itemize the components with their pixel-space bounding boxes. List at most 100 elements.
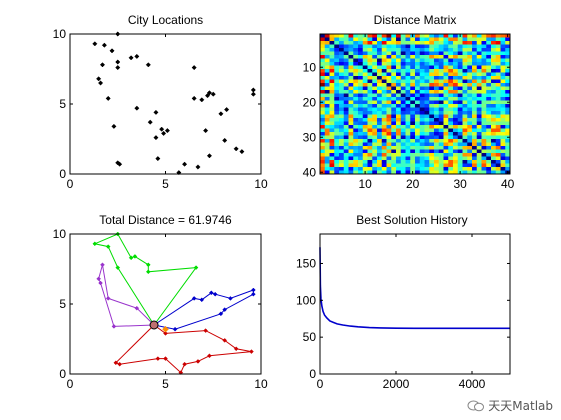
route-stop-point [233,346,239,352]
heatmap-cell [462,104,468,108]
heatmap-cell [457,37,463,42]
heatmap-cell [353,153,359,157]
heatmap-cell [448,104,454,108]
heatmap-cell [353,97,359,101]
heatmap-cell [434,62,440,66]
heatmap-cell [348,139,354,143]
heatmap-cell [467,100,473,105]
heatmap-cell [339,142,345,147]
heatmap-cell [320,139,326,143]
heatmap-cell [448,55,454,59]
heatmap-cell [462,142,468,147]
heatmap-cell [372,90,378,94]
heatmap-cell [396,114,402,119]
heatmap-cell [339,62,345,66]
heatmap-cell [334,135,340,140]
route-stop-point [115,265,121,270]
heatmap-cell [453,135,459,140]
heatmap-cell [386,107,392,112]
heatmap-cell [462,51,468,56]
heatmap-cell [448,125,454,129]
heatmap-cell [362,104,368,108]
heatmap-cell [472,135,478,140]
heatmap-cell [372,76,378,80]
heatmap-cell [329,58,335,63]
heatmap-cell [486,149,492,154]
heatmap-cell [400,72,406,77]
heatmap-cell [438,156,444,161]
heatmap-cell [320,83,326,87]
heatmap-cell [343,97,349,101]
heatmap-cell [362,79,368,84]
y-tick-label: 10 [303,60,317,74]
heatmap-cell [476,55,482,59]
heatmap-cell [472,128,478,133]
heatmap-cell [457,118,463,122]
heatmap-cell [472,69,478,73]
heatmap-cell [495,55,501,59]
heatmap-cell [491,128,497,133]
heatmap-cell [486,156,492,161]
heatmap-cell [434,125,440,129]
heatmap-cell [434,118,440,122]
route-line [153,289,254,330]
heatmap-cell [396,34,402,38]
heatmap-cell [353,34,359,38]
heatmap-cell [486,51,492,56]
heatmap-cell [386,111,392,115]
heatmap-cell [505,114,511,119]
heatmap-cell [348,135,354,140]
heatmap-cell [443,69,449,73]
heatmap-cell [400,160,406,164]
heatmap-cell [424,44,430,49]
heatmap-cell [386,114,392,119]
heatmap-cell [448,44,454,49]
heatmap-cell [339,86,345,91]
heatmap-cell [495,48,501,52]
heatmap-cell [438,83,444,87]
heatmap-cell [495,118,501,122]
heatmap-cell [500,51,506,56]
heatmap-cell [467,48,473,52]
heatmap-cell [500,86,506,91]
heatmap-cell [448,51,454,56]
heatmap-cell [334,51,340,56]
heatmap-cell [500,76,506,80]
city-point [96,76,102,82]
heatmap-cell [391,167,397,171]
heatmap-cell [339,37,345,42]
heatmap-cell [329,114,335,119]
heatmap-cell [396,153,402,157]
heatmap-cell [424,163,430,168]
heatmap-cell [381,44,387,49]
heatmap-cell [500,34,506,38]
heatmap-cell [367,97,373,101]
heatmap-cell [495,72,501,77]
heatmap-cell [339,58,345,63]
heatmap-cell [481,111,487,115]
heatmap-cell [339,139,345,143]
heatmap-cell [381,62,387,66]
heatmap-cell [462,62,468,66]
heatmap-cell [415,107,421,112]
heatmap-cell [481,149,487,154]
heatmap-cell [391,111,397,115]
heatmap-cell [434,41,440,45]
heatmap-cell [495,156,501,161]
heatmap-cell [476,107,482,112]
heatmap-cell [377,146,383,150]
heatmap-cell [353,44,359,49]
heatmap-cell [481,156,487,161]
heatmap-cell [377,76,383,80]
heatmap-cell [391,44,397,49]
heatmap-cell [448,167,454,171]
heatmap-cell [410,160,416,164]
heatmap-cell [443,156,449,161]
heatmap-cell [448,41,454,45]
heatmap-cell [358,62,364,66]
heatmap-cell [453,170,459,175]
heatmap-cell [462,125,468,129]
heatmap-cell [491,125,497,129]
heatmap-cell [472,76,478,80]
